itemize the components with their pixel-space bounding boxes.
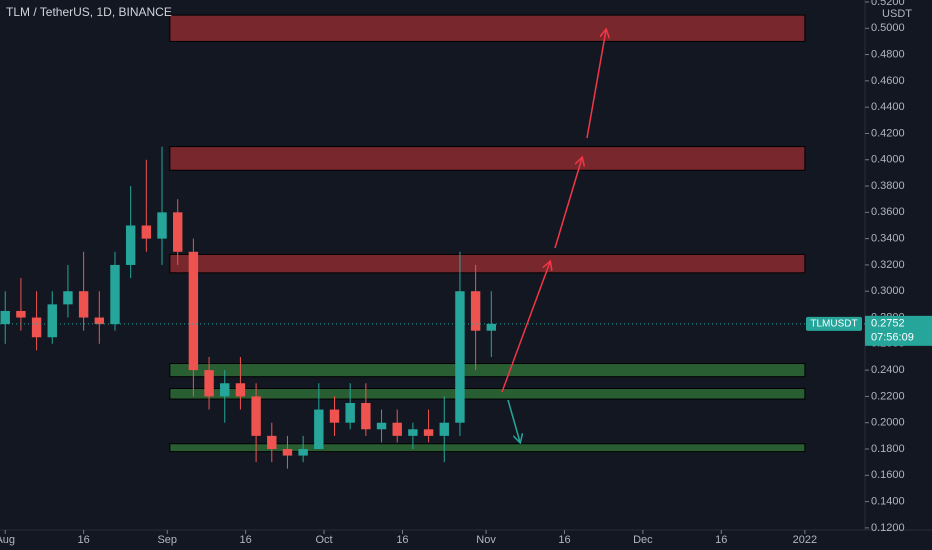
candle-body [298, 449, 308, 456]
candle-body [439, 422, 449, 436]
x-tick-label: Nov [476, 534, 496, 546]
y-tick-label: 0.4800 [871, 48, 905, 60]
y-tick-label: 0.1800 [871, 443, 905, 455]
candle-body [47, 304, 57, 338]
price-label: 0.2752 [871, 318, 905, 330]
candle-body [345, 402, 355, 423]
candle-body [125, 225, 136, 265]
candle-body [423, 429, 434, 436]
zone [169, 146, 806, 171]
symbol-badge [806, 316, 862, 331]
x-tick-label: 16 [78, 534, 90, 546]
y-tick-label: 0.3400 [871, 233, 905, 245]
x-tick-label: 2022 [793, 534, 817, 546]
candle-body [157, 212, 167, 239]
candle-body [204, 370, 214, 397]
y-tick-label: 0.4600 [871, 75, 905, 87]
x-tick-label: 16 [715, 534, 727, 546]
y-tick-label: 0.3800 [871, 180, 905, 192]
y-tick-label: 0.1600 [871, 469, 905, 481]
candle-body [282, 449, 293, 456]
arrow [507, 399, 520, 442]
candle-body [173, 212, 183, 252]
y-tick-label: 0.5200 [871, 0, 905, 8]
zone [169, 253, 806, 274]
candle-body [376, 422, 387, 430]
candle-body [361, 402, 371, 430]
arrow [554, 158, 582, 249]
y-tick-label: 0.4400 [871, 101, 905, 113]
chart-title: TLM / TetherUS, 1D, BINANCE [6, 5, 172, 19]
candle-body [16, 310, 26, 318]
candle-body [188, 251, 199, 371]
candle-body [251, 396, 261, 436]
countdown: 07:56:09 [871, 332, 914, 344]
candle-body [329, 409, 340, 423]
candle-body [220, 383, 230, 397]
x-tick-label: 16 [240, 534, 252, 546]
candle-body [0, 310, 10, 325]
x-tick-label: Sep [157, 534, 177, 546]
candle-body [267, 435, 277, 450]
y-tick-label: 0.2200 [871, 390, 905, 402]
symbol-label: TLMUSDT [810, 318, 857, 329]
candle-body [470, 291, 481, 331]
zone [169, 14, 806, 42]
arrow [586, 30, 606, 139]
x-tick-label: Aug [0, 534, 15, 546]
y-tick-label: 0.2000 [871, 417, 905, 429]
candle-body [486, 323, 497, 331]
x-tick-label: 16 [396, 534, 408, 546]
y-tick-label: 0.1200 [871, 522, 905, 534]
y-tick-label: 0.4200 [871, 127, 905, 139]
candle-body [31, 317, 42, 338]
currency: USDT [882, 8, 912, 20]
y-tick-label: 0.1400 [871, 496, 905, 508]
candle-body [94, 317, 105, 325]
x-tick-label: Dec [633, 534, 653, 546]
candle-body [78, 291, 89, 318]
y-tick-label: 0.3600 [871, 206, 905, 218]
zone [169, 443, 806, 453]
y-tick-label: 0.2400 [871, 364, 905, 376]
y-tick-label: 0.3200 [871, 259, 905, 271]
zone [169, 388, 806, 400]
candle-body [110, 264, 120, 325]
candle-body [455, 291, 465, 423]
arrow [501, 262, 550, 393]
candle-body [141, 225, 152, 239]
price-badge [865, 315, 932, 346]
candle-body [63, 291, 73, 305]
candle-body [392, 422, 402, 436]
y-tick-label: 0.4000 [871, 154, 905, 166]
x-tick-label: 16 [558, 534, 570, 546]
zone [169, 363, 806, 378]
y-tick-label: 0.5000 [871, 22, 905, 34]
x-tick-label: Oct [315, 534, 332, 546]
y-tick-label: 0.3000 [871, 285, 905, 297]
candle-body [235, 383, 246, 397]
candle-body [314, 409, 324, 450]
candle-body [408, 429, 418, 436]
